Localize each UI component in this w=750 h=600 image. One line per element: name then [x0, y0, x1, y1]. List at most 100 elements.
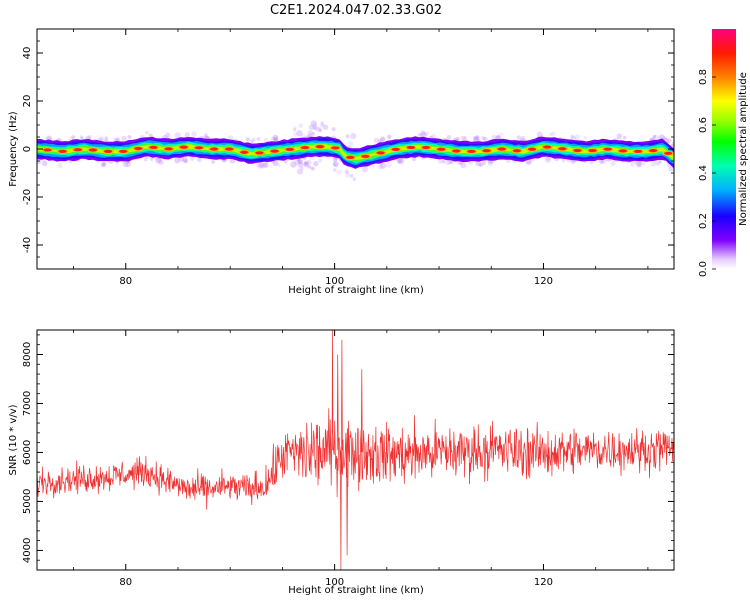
y-tick-label: 0	[22, 146, 33, 152]
snr-panel: 80 100 120 4000 5000 6000 7000 8000 Height of …	[8, 329, 675, 596]
spectrogram-noise-blob	[307, 130, 313, 136]
spectrogram-noise-blob	[145, 130, 149, 135]
spectrogram-peak	[240, 150, 249, 154]
colorbar-tick-label: 0.2	[698, 213, 709, 229]
spectrogram-peak	[179, 145, 188, 149]
spectrogram-peak	[88, 148, 98, 152]
spectrogram-noise-blob	[174, 132, 181, 139]
spectrogram-noise-blob	[457, 160, 462, 166]
y-tick-label: 7000	[22, 391, 33, 416]
spectrogram-peak	[452, 149, 461, 153]
spectrogram-noise-blob	[589, 160, 594, 165]
spectrogram-noise-blob	[259, 162, 265, 168]
spectrogram-noise-blob	[397, 159, 402, 164]
x-tick-label: 120	[534, 276, 553, 287]
spectrogram-noise-blob	[530, 158, 534, 163]
spectrogram-noise-blob	[298, 123, 304, 129]
spectrogram-noise-blob	[318, 128, 322, 133]
spectrogram-noise-blob	[379, 162, 387, 169]
spectrogram-noise-blob	[174, 157, 181, 164]
spectrogram-noise-blob	[189, 156, 195, 161]
spectrogram-noise-blob	[294, 159, 300, 165]
spectrogram-noise-blob	[303, 161, 308, 166]
spectrogram-noise-blob	[332, 167, 337, 172]
spectrogram-noise-blob	[379, 137, 386, 143]
spectrogram-peak	[315, 145, 325, 149]
spectrogram-noise-blob	[143, 157, 148, 162]
spectrogram-noise-blob	[100, 162, 106, 168]
spectrogram-noise-blob	[636, 161, 642, 168]
spectrogram-peak	[224, 147, 234, 151]
spectrogram-noise-blob	[479, 162, 485, 167]
colorbar-tick-label: 0.6	[698, 117, 709, 133]
spectrogram-noise-blob	[387, 134, 392, 139]
colorbar-gradient	[712, 29, 736, 269]
spectrogram-noise-blob	[310, 166, 316, 171]
colorbar: 0.0 0.2 0.4 0.6 0.8 Normalized spectral ampl…	[698, 29, 749, 277]
spectrogram-noise-blob	[671, 141, 674, 147]
x-tick-label: 100	[325, 577, 344, 588]
spectrogram-noise-blob	[483, 136, 489, 142]
spectrogram-frame	[36, 28, 675, 270]
spectrogram-peak	[73, 148, 82, 152]
spectrogram-peak	[209, 147, 219, 151]
spectrogram-noise-blob	[184, 132, 190, 138]
spectrogram-peak	[164, 147, 173, 151]
spectrogram-noise-blob	[122, 161, 128, 168]
spectrogram-noise-blob	[380, 135, 386, 142]
spectrogram-noise-blob	[41, 160, 48, 167]
spectrogram-noise-blob	[245, 137, 250, 142]
y-tick-label: 5000	[22, 489, 33, 514]
spectrogram-noise-blob	[654, 159, 660, 165]
spectrogram-noise-blob	[148, 133, 153, 138]
spectrogram-noise-blob	[516, 135, 521, 140]
spectrogram-noise-blob	[482, 136, 487, 141]
spectrogram-noise-blob	[296, 158, 304, 165]
spectrogram-noise-blob	[473, 135, 478, 141]
spectrogram-peak	[648, 149, 658, 153]
spectrogram-noise-blob	[70, 134, 76, 140]
spectrogram-noise-blob	[551, 131, 556, 136]
spectrogram-noise-blob	[298, 159, 303, 164]
spectrogram-noise-blob	[127, 135, 132, 139]
spectrogram-noise-blob	[197, 157, 202, 163]
spectrogram-noise-blob	[263, 162, 269, 168]
spectrogram-noise-blob	[570, 134, 575, 139]
spectrogram-peak	[558, 147, 567, 151]
spectrogram-noise-blob	[544, 156, 552, 163]
spectrogram-noise-blob	[487, 161, 493, 167]
spectrogram-peak	[58, 149, 67, 153]
spectrogram-noise-blob	[640, 160, 646, 166]
spectrogram-peak	[436, 147, 446, 151]
spectrogram-noise-blob	[480, 135, 486, 141]
spectrogram-noise-blob	[258, 162, 263, 168]
spectrogram-peak	[406, 145, 416, 150]
spectrogram-peak	[134, 146, 143, 151]
spectrogram-x-label: Height of straight line (km)	[288, 285, 424, 296]
spectrogram-noise-blob	[320, 123, 325, 128]
spectrogram-peak	[467, 149, 476, 153]
spectrogram-noise-blob	[331, 127, 336, 132]
spectrogram-peak	[361, 154, 370, 158]
spectrogram-noise-blob	[300, 166, 304, 170]
spectrogram-noise-blob	[650, 161, 656, 167]
spectrogram-noise-blob	[297, 161, 304, 168]
spectrogram-noise-blob	[418, 133, 422, 137]
spectrogram-peak	[43, 148, 52, 152]
spectrogram-noise-blob	[272, 160, 279, 166]
spectrogram-peak	[664, 151, 673, 155]
spectrogram-heatmap	[37, 120, 674, 181]
spectrogram-noise-blob	[311, 166, 315, 171]
spectrogram-noise-blob	[610, 160, 616, 166]
spectrogram-noise-blob	[296, 168, 304, 175]
spectrogram-noise-blob	[431, 133, 436, 139]
spectrogram-noise-blob	[332, 157, 338, 162]
spectrogram-noise-blob	[656, 162, 660, 166]
spectrogram-noise-blob	[481, 160, 487, 166]
spectrogram-noise-blob	[574, 134, 580, 140]
spectrogram-noise-blob	[658, 159, 662, 164]
spectrogram-noise-blob	[312, 125, 318, 130]
spectrogram-noise-blob	[479, 163, 483, 167]
spectrogram-noise-blob	[183, 159, 188, 164]
